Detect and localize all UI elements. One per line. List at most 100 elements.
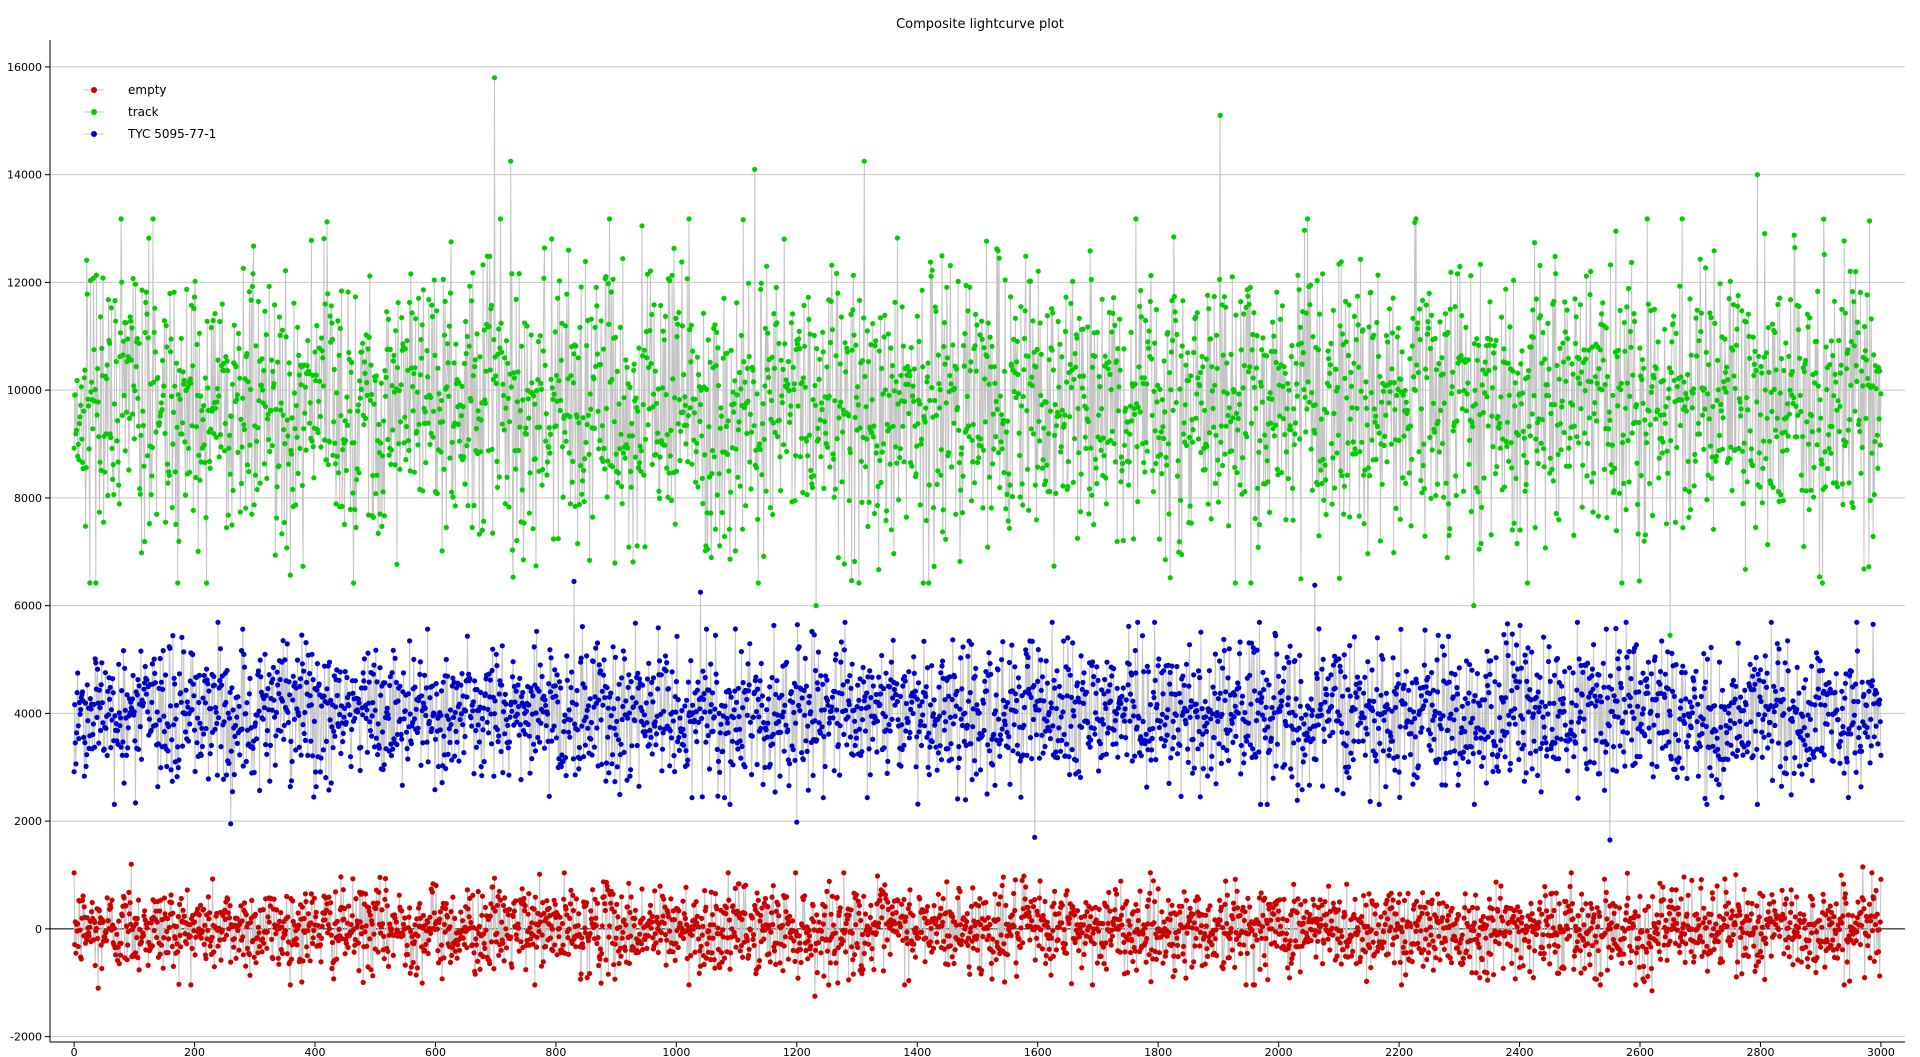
data-point (522, 903, 528, 909)
data-point (1014, 338, 1020, 344)
data-point (965, 942, 971, 949)
data-point (486, 323, 492, 329)
data-point (144, 925, 150, 931)
data-point (1179, 343, 1185, 349)
data-point (1136, 303, 1143, 309)
data-point (1394, 934, 1400, 940)
data-point (1052, 888, 1058, 895)
data-point (172, 469, 178, 475)
data-point (1641, 963, 1647, 970)
data-point (148, 492, 154, 498)
data-point (487, 961, 493, 967)
data-point (985, 925, 991, 931)
data-point (1657, 880, 1663, 886)
data-point (1157, 386, 1163, 392)
data-point (184, 887, 190, 893)
data-point (193, 474, 199, 481)
data-point (805, 294, 811, 300)
data-point (441, 332, 448, 338)
data-point (567, 901, 574, 907)
data-point (1062, 412, 1068, 418)
data-point (78, 956, 84, 962)
data-point (359, 924, 365, 930)
data-point (1037, 878, 1043, 884)
data-point (317, 942, 323, 948)
data-point (527, 925, 533, 931)
data-point (667, 278, 673, 284)
data-point (687, 327, 693, 333)
data-point (334, 956, 340, 962)
data-point (497, 345, 503, 351)
data-point (784, 894, 790, 900)
data-point (958, 922, 964, 928)
data-point (1336, 899, 1343, 905)
data-point (307, 400, 313, 406)
data-point (666, 470, 672, 476)
data-point (1474, 937, 1480, 943)
data-point (1695, 916, 1701, 922)
data-point (264, 475, 270, 481)
data-point (341, 916, 347, 922)
data-point (868, 956, 875, 962)
data-point (958, 451, 964, 457)
data-point (1588, 901, 1594, 907)
data-point (642, 544, 648, 550)
data-point (1228, 925, 1234, 932)
data-point (1142, 925, 1148, 931)
data-point (981, 345, 987, 351)
data-point (1032, 897, 1038, 903)
data-point (180, 907, 186, 913)
data-point (653, 400, 660, 406)
data-point (1051, 563, 1057, 569)
data-point (1561, 965, 1567, 971)
data-point (1654, 912, 1660, 918)
data-point (980, 505, 986, 511)
data-point (72, 392, 78, 398)
data-point (1730, 932, 1736, 938)
data-point (1403, 972, 1409, 978)
data-point (790, 311, 796, 317)
data-point (1636, 964, 1642, 970)
data-point (1167, 370, 1173, 376)
data-point (136, 967, 142, 973)
data-point (1348, 953, 1355, 959)
data-point (708, 510, 714, 516)
data-point (1662, 934, 1668, 940)
data-point (294, 324, 301, 330)
data-point (1802, 925, 1808, 931)
data-point (820, 349, 826, 355)
data-point (1725, 900, 1732, 906)
data-point (591, 425, 598, 431)
data-point (600, 458, 606, 464)
data-point (974, 459, 981, 466)
data-point (1268, 917, 1274, 923)
data-point (1159, 471, 1165, 477)
data-point (412, 365, 418, 371)
data-point (1554, 932, 1560, 938)
data-point (179, 420, 186, 426)
data-point (460, 935, 466, 941)
data-point (1176, 928, 1182, 935)
data-point (556, 934, 562, 940)
data-point (271, 381, 277, 387)
data-point (313, 378, 319, 384)
data-point (581, 498, 587, 505)
data-point (1050, 928, 1056, 934)
data-point (154, 511, 160, 517)
data-point (299, 979, 305, 985)
data-point (866, 499, 872, 505)
data-point (506, 906, 513, 913)
data-point (1831, 914, 1837, 920)
data-point (1608, 954, 1614, 961)
data-point (489, 446, 495, 452)
data-point (797, 346, 803, 352)
data-point (292, 426, 298, 432)
data-point (1367, 945, 1373, 951)
data-point (907, 887, 913, 893)
data-point (222, 916, 228, 923)
data-point (1424, 956, 1430, 963)
data-point (1088, 276, 1094, 283)
data-point (214, 386, 220, 392)
data-point (698, 943, 704, 949)
data-point (910, 912, 916, 919)
